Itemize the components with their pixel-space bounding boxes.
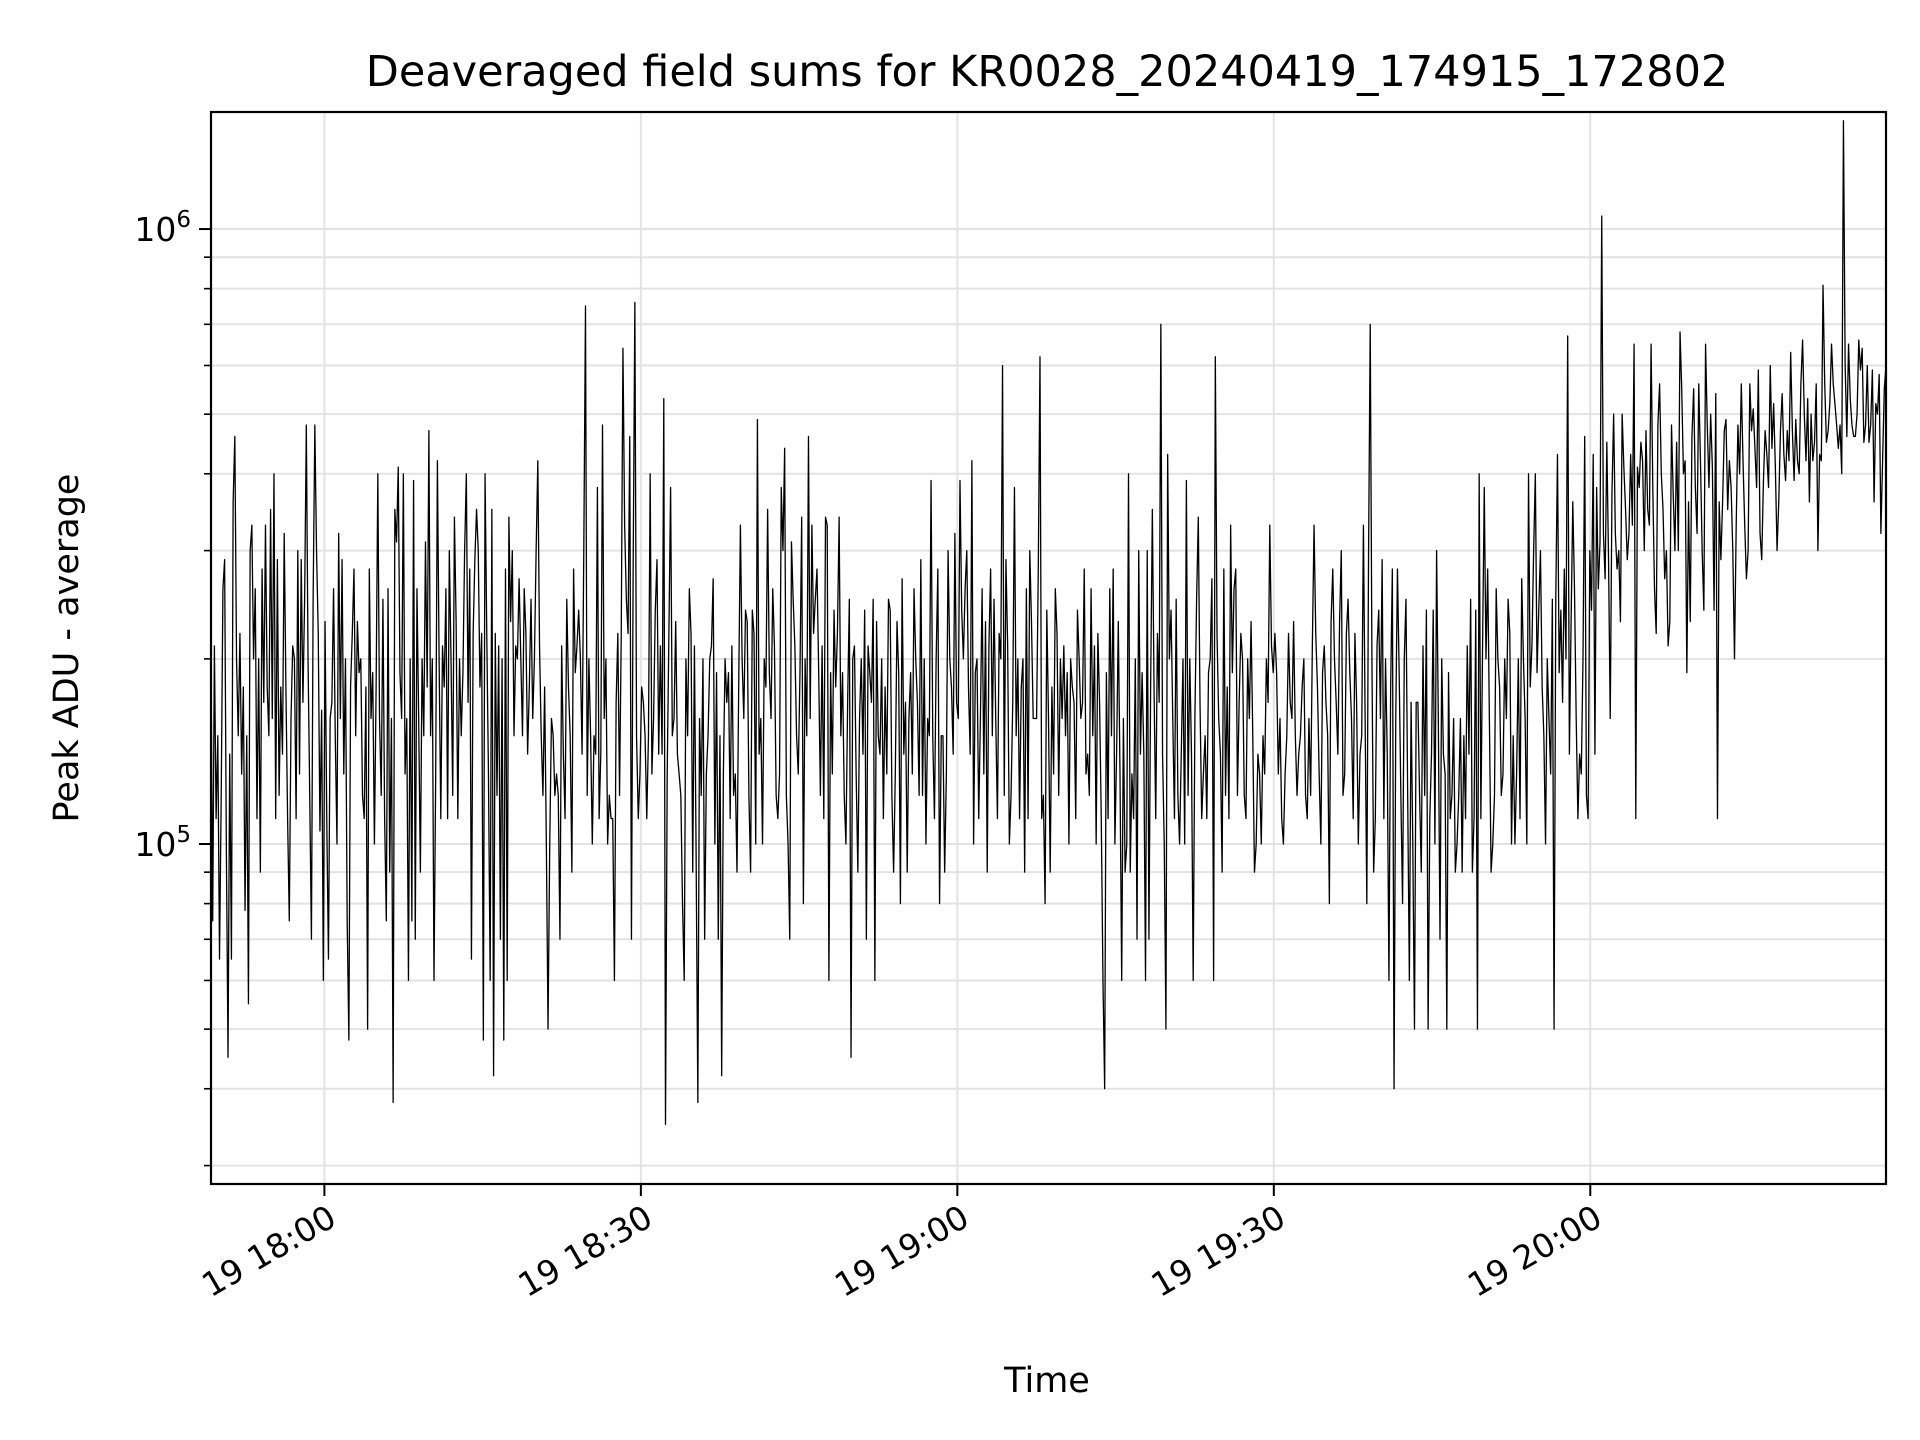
x-axis-label: Time — [1003, 1361, 1090, 1401]
y-tick-label: 106 — [134, 207, 191, 249]
series-line — [210, 120, 1887, 1126]
y-axis-label: Peak ADU - average — [47, 474, 87, 823]
y-tick-label: 105 — [134, 822, 191, 864]
y-axis: 105 106 — [134, 207, 211, 1167]
plot-frame — [209, 110, 1888, 1186]
chart-title: Deaveraged field sums for KR0028_2024041… — [366, 47, 1729, 97]
series-layer — [210, 120, 1887, 1126]
